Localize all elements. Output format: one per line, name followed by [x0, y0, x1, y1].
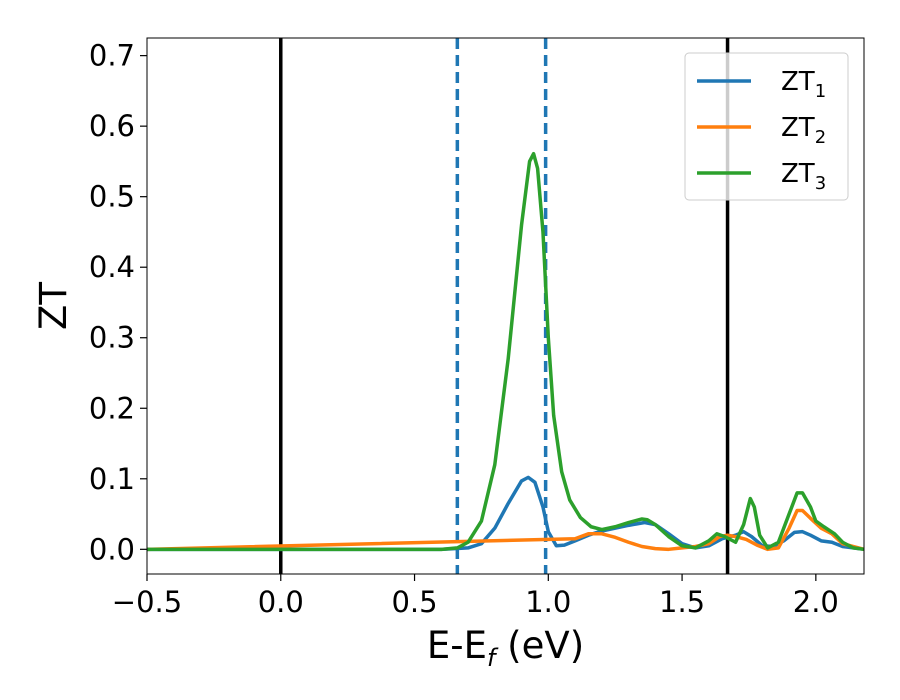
y-tick-label: 0.6 — [89, 109, 135, 143]
y-axis-ticks: 0.0 0.1 0.2 0.3 0.4 0.5 0.6 0.7 — [89, 39, 147, 566]
series-line-2 — [146, 508, 865, 552]
y-tick-label: 0.1 — [89, 462, 135, 496]
legend-item-1: ZT1 — [697, 67, 826, 102]
series-lines — [146, 151, 865, 552]
y-axis-title: ZT — [32, 282, 75, 330]
y-tick-label: 0.5 — [89, 180, 135, 214]
legend-label: ZT1 — [781, 67, 826, 102]
y-tick-label: 0.0 — [89, 532, 135, 566]
legend-label: ZT2 — [781, 113, 826, 148]
legend-item-2: ZT2 — [697, 113, 826, 148]
y-tick-label: 0.2 — [89, 391, 135, 425]
x-axis-title-unit: (eV) — [495, 624, 584, 667]
x-tick-label: −0.5 — [112, 585, 182, 619]
series-line-1 — [147, 475, 865, 552]
y-tick-label: 0.4 — [89, 250, 135, 284]
plot-area-frame — [146, 37, 865, 575]
y-tick-label: 0.3 — [89, 321, 135, 355]
x-axis-ticks: −0.5 0.0 0.5 1.0 1.5 2.0 — [112, 574, 839, 619]
x-tick-label: 0.5 — [391, 585, 437, 619]
x-axis-title: E-Ef (eV) — [427, 624, 584, 672]
x-tick-label: 1.5 — [659, 585, 705, 619]
legend-label: ZT3 — [781, 159, 826, 194]
x-tick-label: 2.0 — [793, 585, 839, 619]
legend: ZT1 ZT2 ZT3 — [684, 52, 849, 201]
series-line-3 — [147, 151, 865, 552]
legend-box — [684, 52, 849, 201]
x-tick-label: 0.0 — [258, 585, 304, 619]
reference-lines — [279, 38, 730, 574]
legend-item-3: ZT3 — [697, 159, 826, 194]
y-tick-label: 0.7 — [89, 39, 135, 73]
x-tick-label: 1.0 — [525, 585, 571, 619]
